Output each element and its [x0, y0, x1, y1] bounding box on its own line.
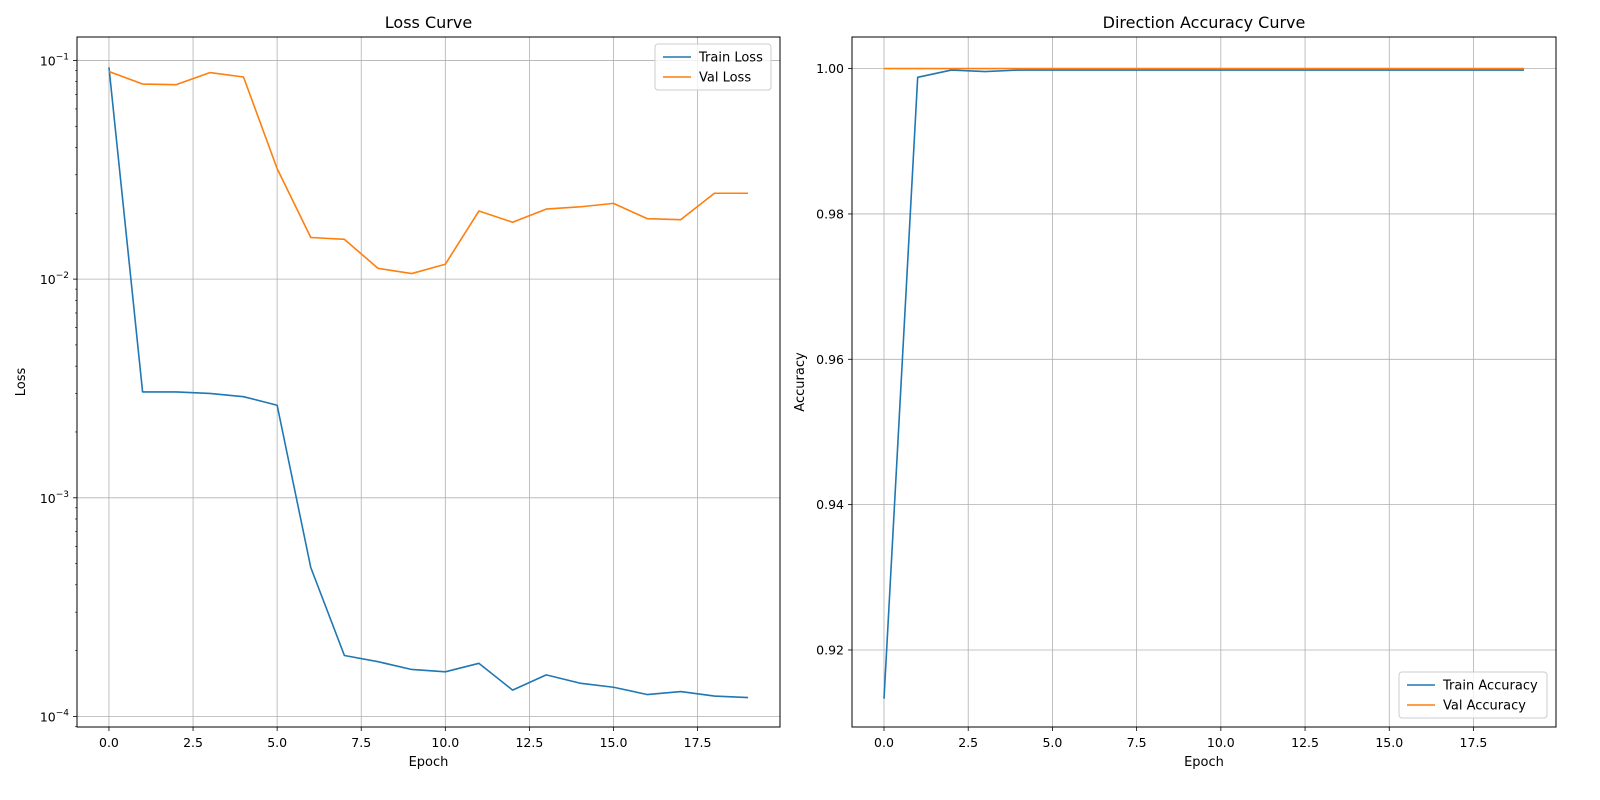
x-tick-label: 17.5: [684, 735, 712, 750]
y-ticks: 0.92 0.94 0.96 0.98 1.00: [816, 61, 852, 657]
y-tick-base: 10: [40, 53, 56, 68]
y-tick-exponent: −1: [56, 52, 69, 62]
chart-panel-2: 0.0 2.5 5.0 7.5 10.0 12.5 15.0 17.5 0.92 0.94 0.96…: [793, 13, 1557, 770]
y-ticks: 10−410−310−210−1: [40, 52, 77, 724]
y-tick-label: 10−3: [40, 490, 69, 506]
x-axis-label: Epoch: [1184, 755, 1224, 770]
y-axis-label: Loss: [14, 368, 29, 397]
x-tick-label: 15.0: [600, 735, 628, 750]
y-tick-exponent: −3: [56, 490, 69, 500]
x-axis-label: Epoch: [409, 755, 449, 770]
x-tick-label: 12.5: [515, 735, 543, 750]
chart-title: Direction Accuracy Curve: [1103, 13, 1306, 32]
legend: Train Loss Val Loss: [654, 43, 772, 91]
x-tick-label: 7.5: [1127, 735, 1147, 750]
grid-lines: [852, 37, 1556, 727]
y-tick-label: 0.92: [816, 642, 844, 657]
legend-label: Val Accuracy: [1443, 699, 1526, 714]
y-tick-label: 0.98: [816, 206, 844, 221]
legend-label: Train Loss: [698, 51, 763, 66]
series-line-train-loss: [108, 67, 749, 699]
x-ticks: 0.0 2.5 5.0 7.5 10.0 12.5 15.0 17.5: [99, 727, 712, 750]
series-line-val-loss: [108, 70, 749, 275]
y-tick-label: 0.94: [816, 497, 844, 512]
y-tick-exponent: −4: [56, 708, 70, 718]
x-tick-label: 0.0: [99, 735, 119, 750]
x-tick-label: 17.5: [1460, 735, 1488, 750]
y-tick-base: 10: [40, 491, 56, 506]
x-ticks: 0.0 2.5 5.0 7.5 10.0 12.5 15.0 17.5: [874, 727, 1487, 750]
y-tick-base: 10: [40, 272, 56, 287]
legend-label: Train Accuracy: [1442, 679, 1538, 694]
legend-label: Val Loss: [699, 71, 751, 86]
y-tick-label: 10−2: [40, 271, 69, 287]
x-tick-label: 2.5: [958, 735, 978, 750]
x-tick-label: 0.0: [874, 735, 894, 750]
series-line-train-accuracy: [883, 69, 1524, 699]
chart-panel-1: 0.0 2.5 5.0 7.5 10.0 12.5 15.0 17.510−410−310−2…: [14, 13, 781, 770]
legend-box: [1398, 671, 1548, 719]
x-tick-label: 15.0: [1375, 735, 1403, 750]
legend: Train Accuracy Val Accuracy: [1398, 671, 1548, 719]
y-tick-label: 0.96: [816, 352, 844, 367]
y-tick-label: 10−1: [40, 52, 69, 68]
axes-frame: [76, 36, 781, 728]
legend-box: [654, 43, 772, 91]
x-tick-label: 5.0: [1042, 735, 1062, 750]
y-tick-label: 10−4: [40, 708, 69, 724]
y-tick-base: 10: [40, 709, 56, 724]
x-tick-label: 12.5: [1291, 735, 1319, 750]
x-tick-label: 2.5: [183, 735, 203, 750]
grid-lines: [77, 37, 780, 727]
axes-frame: [851, 36, 1557, 728]
y-tick-exponent: −2: [56, 271, 69, 281]
y-axis-label: Accuracy: [793, 352, 808, 412]
x-tick-label: 10.0: [431, 735, 459, 750]
x-tick-label: 5.0: [267, 735, 287, 750]
chart-title: Loss Curve: [385, 13, 472, 32]
x-tick-label: 7.5: [351, 735, 371, 750]
x-tick-label: 10.0: [1207, 735, 1235, 750]
y-tick-label: 1.00: [816, 61, 844, 76]
